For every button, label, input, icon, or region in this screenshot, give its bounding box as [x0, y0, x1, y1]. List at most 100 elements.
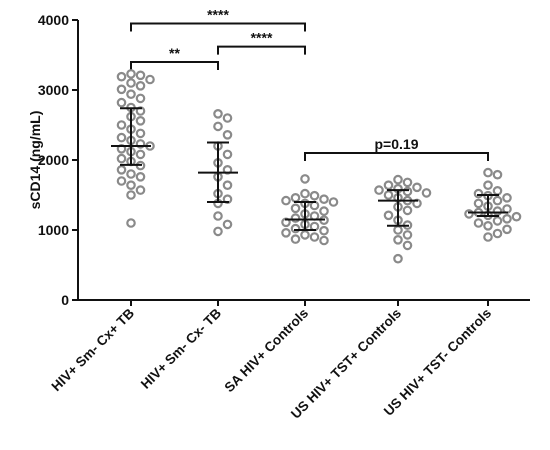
x-category-label: US HIV+ TST- Controls [381, 306, 494, 419]
data-point [116, 97, 127, 108]
data-point [492, 195, 503, 206]
data-point [473, 188, 484, 199]
axes: 0 1000 2000 3000 4000 sCD14 (ng/mL) [27, 12, 530, 308]
y-tick-label: 0 [61, 292, 69, 308]
data-point [473, 198, 484, 209]
data-point [116, 132, 127, 143]
y-tick-label: 2000 [38, 152, 69, 168]
y-axis-title: sCD14 (ng/mL) [27, 111, 43, 210]
data-point [492, 186, 503, 196]
data-point [290, 203, 301, 214]
data-point [222, 180, 233, 191]
data-point [135, 81, 146, 91]
data-point [393, 235, 403, 245]
significance-bracket [130, 22, 306, 32]
data-point [393, 253, 403, 264]
data-point [464, 209, 474, 219]
data-point [511, 211, 522, 222]
x-category-label: HIV+ Sm- Cx+ TB [49, 305, 138, 394]
data-point [222, 113, 233, 123]
data-point [281, 228, 291, 238]
data-point [281, 195, 291, 206]
data-point [309, 232, 320, 242]
data-point [300, 174, 310, 184]
data-point [126, 169, 136, 179]
significance-label: ** [169, 45, 180, 61]
data-point [319, 225, 329, 236]
data-point [135, 185, 146, 195]
data-point [383, 180, 394, 191]
data-point [319, 235, 329, 246]
data-point [290, 223, 301, 234]
data-point [222, 130, 233, 140]
data-point [116, 71, 127, 82]
data-point [483, 221, 493, 231]
data-point [502, 224, 512, 235]
data-point [309, 190, 320, 201]
significance-brackets: **********p=0.19 [130, 7, 489, 161]
data-point [421, 188, 432, 198]
data-point [116, 176, 127, 186]
data-point [116, 153, 127, 164]
data-point [473, 218, 484, 228]
significance-label: p=0.19 [375, 136, 419, 152]
data-point [135, 172, 146, 182]
data-point [145, 74, 155, 85]
data-point [483, 180, 493, 191]
median-iqr-bars [111, 107, 508, 231]
data-point [213, 226, 223, 237]
data-point [290, 234, 301, 244]
data-point [319, 194, 329, 205]
data-point [135, 116, 146, 126]
data-point [126, 78, 136, 88]
significance-label: **** [207, 7, 229, 23]
significance-bracket [217, 45, 306, 55]
data-point [135, 70, 146, 81]
data-point [126, 180, 136, 191]
data-point [116, 120, 127, 130]
data-point [126, 218, 136, 228]
data-point [393, 174, 403, 185]
data-points [116, 69, 522, 264]
data-point [319, 206, 329, 216]
data-point [222, 219, 233, 230]
data-point [412, 182, 422, 193]
data-point [374, 185, 384, 195]
data-point [502, 214, 512, 224]
data-point [402, 205, 413, 216]
data-point [126, 190, 136, 200]
data-point [222, 149, 233, 160]
data-point [213, 211, 223, 221]
data-point [328, 197, 339, 207]
data-point [492, 228, 503, 239]
data-point [290, 193, 301, 203]
data-point [492, 206, 503, 216]
significance-bracket [130, 61, 219, 70]
data-point [213, 121, 223, 132]
x-category-label: HIV+ Sm- Cx- TB [138, 305, 224, 391]
data-point [290, 213, 301, 223]
data-point [402, 230, 413, 240]
data-point [300, 230, 310, 240]
y-tick-label: 3000 [38, 82, 69, 98]
data-point [213, 109, 223, 119]
data-point [393, 225, 403, 235]
data-point [135, 149, 146, 160]
data-point [300, 188, 310, 199]
data-point [383, 210, 394, 221]
data-point [116, 165, 127, 175]
data-point [126, 69, 136, 79]
data-point [483, 167, 493, 178]
x-category-label: SA HIV+ Controls [222, 306, 312, 396]
significance-bracket [304, 152, 489, 161]
y-tick-label: 4000 [38, 12, 69, 28]
data-point [402, 240, 413, 251]
data-point [402, 177, 413, 188]
data-point [135, 128, 146, 139]
data-point [483, 232, 493, 242]
data-point [116, 84, 127, 95]
data-point [492, 169, 503, 180]
data-point [135, 93, 146, 104]
